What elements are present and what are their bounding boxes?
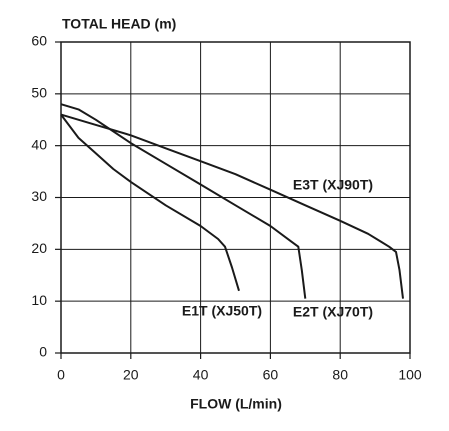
x-tick-label: 40: [193, 367, 209, 383]
curve: [60, 113, 240, 292]
curve: [60, 113, 404, 299]
chart-title: TOTAL HEAD (m): [62, 16, 176, 32]
curve-label: E2T (XJ70T): [293, 304, 373, 320]
x-tick-label: 0: [57, 367, 65, 383]
x-tick-label: 80: [332, 367, 348, 383]
x-tick-label: 20: [123, 367, 139, 383]
x-tick-label: 100: [398, 367, 422, 383]
y-tick-label: 10: [31, 292, 47, 308]
y-tick-label: 60: [31, 33, 47, 49]
y-tick-label: 0: [39, 344, 47, 360]
y-tick-label: 50: [31, 85, 47, 101]
curve-label: E3T (XJ90T): [293, 177, 373, 193]
plot-frame: [60, 41, 411, 354]
x-tick-label: 60: [263, 367, 279, 383]
y-tick-label: 20: [31, 240, 47, 256]
y-tick-label: 30: [31, 188, 47, 204]
curve-label: E1T (XJ50T): [182, 303, 262, 319]
x-axis-label: FLOW (L/min): [190, 396, 282, 412]
curve: [60, 103, 307, 299]
y-tick-label: 40: [31, 136, 47, 152]
